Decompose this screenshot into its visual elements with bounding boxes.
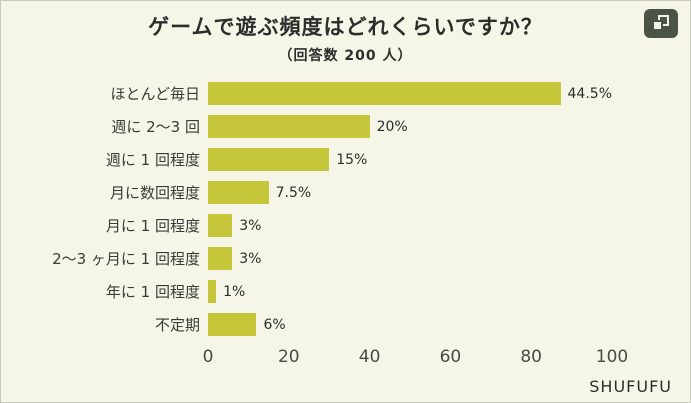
overlapping-windows-icon[interactable] [644,9,678,38]
category-label: 週に 1 回程度 [105,151,200,169]
x-axis-tick: 40 [358,347,381,367]
chart-row: 月に 1 回程度 3% [1,209,690,242]
bar [208,313,257,336]
bar [208,181,269,204]
chart-row: 2〜3 ヶ月に 1 回程度 3% [1,242,690,275]
chart-subtitle: （回答数 200 人） [278,48,413,64]
bar-area: 7.5% [208,181,612,204]
bar-area: 20% [208,115,612,138]
bar-area: 1% [208,280,612,303]
x-axis-tick: 100 [595,347,629,367]
category-label: 2〜3 ヶ月に 1 回程度 [52,250,200,268]
category-label: 不定期 [154,316,200,334]
value-label: 7.5% [275,184,312,201]
x-axis-tick: 20 [277,347,300,367]
category-label: 月に数回程度 [109,184,200,202]
category-label: 月に 1 回程度 [105,217,200,235]
chart-row: 年に 1 回程度 1% [1,275,690,308]
bar-area: 6% [208,313,612,336]
chart-title: ゲームで遊ぶ頻度はどれくらいですか？ [148,15,543,39]
chart-row: 週に 1 回程度 15% [1,143,690,176]
bar [208,247,233,270]
bar-area: 3% [208,214,612,237]
x-axis: 0 20 40 60 80 100 [203,347,629,371]
category-label: ほとんど毎日 [110,85,200,103]
value-label: 6% [263,316,286,333]
bar [208,82,561,105]
value-label: 15% [336,151,368,168]
bar [208,280,217,303]
chart-row: 月に数回程度 7.5% [1,176,690,209]
bar-area: 44.5% [208,82,612,105]
bar [208,214,233,237]
chart-rows: ほとんど毎日 44.5% 週に 2〜3 回 20% 週に 1 回程度 15% 月… [1,77,690,341]
bar [208,148,330,171]
chart-row: 不定期 6% [1,308,690,341]
chart-row: 週に 2〜3 回 20% [1,110,690,143]
window-front-icon [652,20,663,31]
chart-row: ほとんど毎日 44.5% [1,77,690,110]
bar-area: 15% [208,148,612,171]
category-label: 週に 2〜3 回 [111,118,200,136]
bar-area: 3% [208,247,612,270]
value-label: 1% [223,283,246,300]
value-label: 20% [376,118,408,135]
bar [208,115,370,138]
value-label: 3% [239,250,262,267]
value-label: 3% [239,217,262,234]
x-axis-tick: 80 [520,347,543,367]
bar-chart: ほとんど毎日 44.5% 週に 2〜3 回 20% 週に 1 回程度 15% 月… [1,77,690,371]
x-axis-tick: 60 [439,347,462,367]
brand-text: SHUFUFU [589,377,672,396]
value-label: 44.5% [567,85,612,102]
category-label: 年に 1 回程度 [105,283,200,301]
x-axis-tick: 0 [202,347,214,367]
